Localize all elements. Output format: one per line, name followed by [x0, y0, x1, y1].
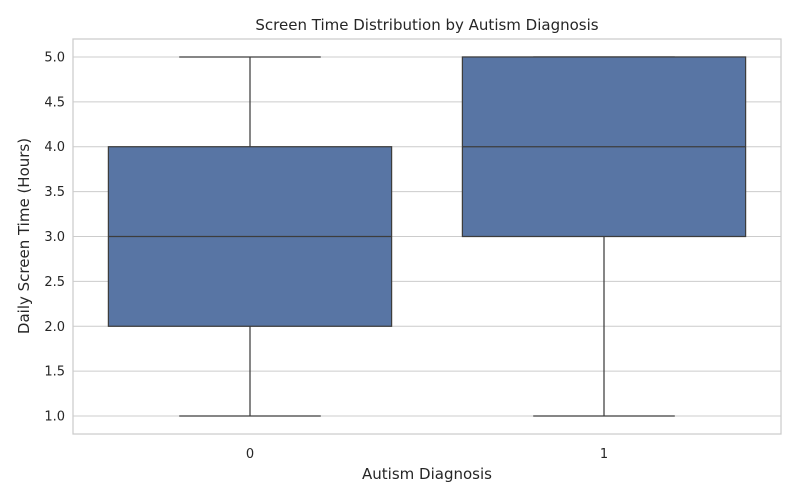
x-tick-label: 1	[600, 447, 608, 462]
box-plots	[107, 56, 747, 417]
y-tick-label: 2.0	[44, 320, 65, 335]
box-group-1	[461, 56, 747, 417]
y-tick-labels: 1.0 1.5 2.0 2.5 3.0 3.5 4.0 4.5 5.0	[44, 50, 65, 424]
x-tick-label: 0	[246, 447, 254, 462]
y-tick-label: 3.0	[44, 230, 65, 245]
plot-frame	[72, 38, 782, 435]
y-axis-label: Daily Screen Time (Hours)	[15, 138, 33, 334]
y-tick-label: 1.0	[44, 410, 65, 425]
y-tick-label: 4.5	[44, 95, 65, 110]
y-tick-label: 4.0	[44, 140, 65, 155]
box-group-0	[107, 56, 393, 417]
y-tick-label: 1.5	[44, 365, 65, 380]
y-tick-label: 2.5	[44, 275, 65, 290]
x-axis-label: Autism Diagnosis	[362, 465, 492, 483]
y-tick-label: 3.5	[44, 185, 65, 200]
chart-title: Screen Time Distribution by Autism Diagn…	[255, 16, 598, 34]
y-tick-label: 5.0	[44, 50, 65, 65]
